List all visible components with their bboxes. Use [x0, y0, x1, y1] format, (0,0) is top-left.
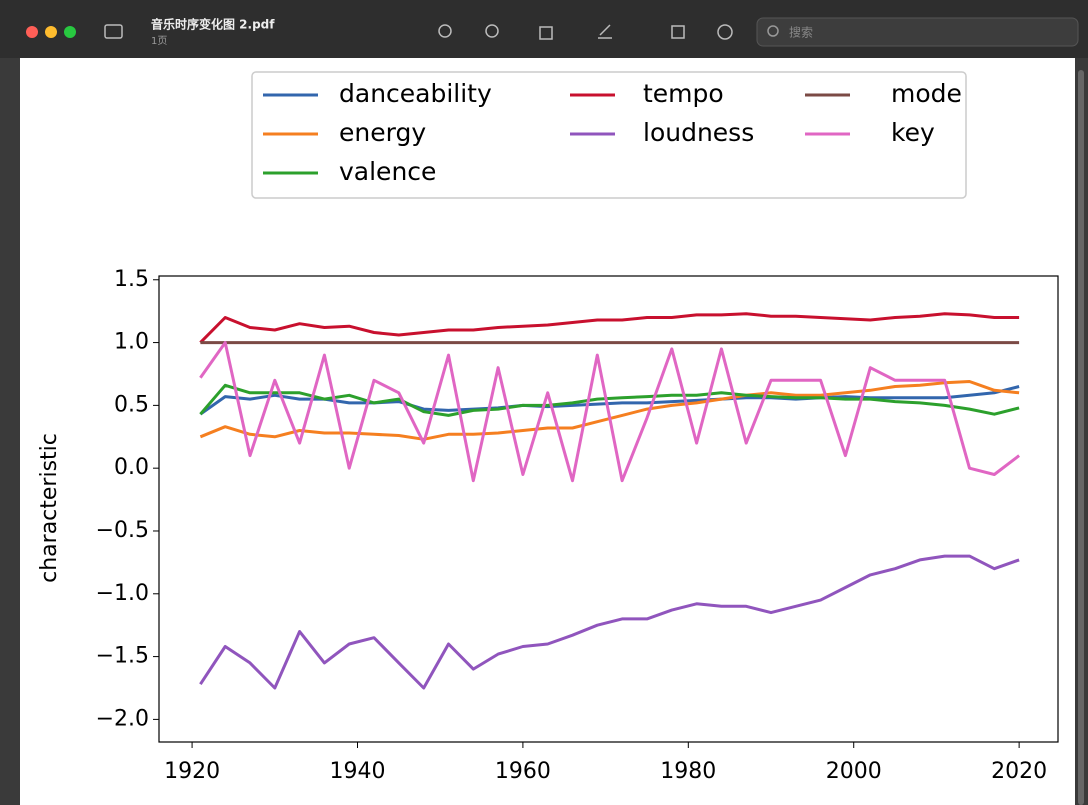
y-tick-label: −0.5	[96, 518, 149, 543]
y-tick-label: 0.5	[114, 392, 149, 417]
document-title: 音乐时序变化图 2.pdf	[151, 17, 275, 32]
series-line	[199, 385, 1020, 416]
zoom-in-button[interactable]	[485, 24, 499, 38]
x-tick-label: 1960	[495, 759, 551, 784]
search-icon	[767, 25, 779, 37]
page-count: 1页	[151, 35, 167, 47]
legend-label: energy	[339, 118, 426, 147]
search-field[interactable]	[756, 17, 1079, 47]
x-tick-label: 1920	[164, 759, 220, 784]
legend-label: danceability	[339, 79, 492, 108]
x-tick-label: 1980	[660, 759, 716, 784]
close-button[interactable]	[26, 26, 38, 38]
search-placeholder: 搜索	[789, 25, 813, 40]
y-tick-label: 1.5	[114, 267, 149, 292]
y-tick-label: −1.5	[96, 644, 149, 669]
legend-label: key	[891, 118, 935, 147]
y-tick-label: −1.0	[96, 581, 149, 606]
series-line	[199, 383, 1020, 417]
zoom-out-button[interactable]	[438, 24, 452, 38]
minimize-button[interactable]	[45, 26, 57, 38]
x-tick-label: 2020	[991, 759, 1047, 784]
series-line	[199, 341, 1021, 483]
y-tick-label: −2.0	[96, 706, 149, 731]
x-tick-label: 1940	[329, 759, 385, 784]
legend-label: tempo	[643, 79, 724, 108]
legend-label: mode	[891, 79, 962, 108]
y-tick-label: 0.0	[114, 455, 149, 480]
series-line	[199, 554, 1020, 690]
legend-label: valence	[339, 157, 436, 186]
legend-label: loudness	[643, 118, 754, 147]
zoom-button[interactable]	[64, 26, 76, 38]
rotate-button[interactable]	[671, 25, 685, 39]
share-button[interactable]	[539, 26, 553, 40]
scrollbar[interactable]	[1078, 70, 1084, 805]
series-line	[199, 312, 1020, 344]
sidebar-button[interactable]	[104, 24, 123, 39]
y-axis-label: characteristic	[37, 433, 62, 583]
x-tick-label: 2000	[826, 759, 882, 784]
plot-frame	[158, 275, 1059, 743]
markup-button[interactable]	[598, 24, 612, 39]
annotate-button[interactable]	[717, 24, 733, 40]
y-tick-label: 1.0	[114, 330, 149, 355]
